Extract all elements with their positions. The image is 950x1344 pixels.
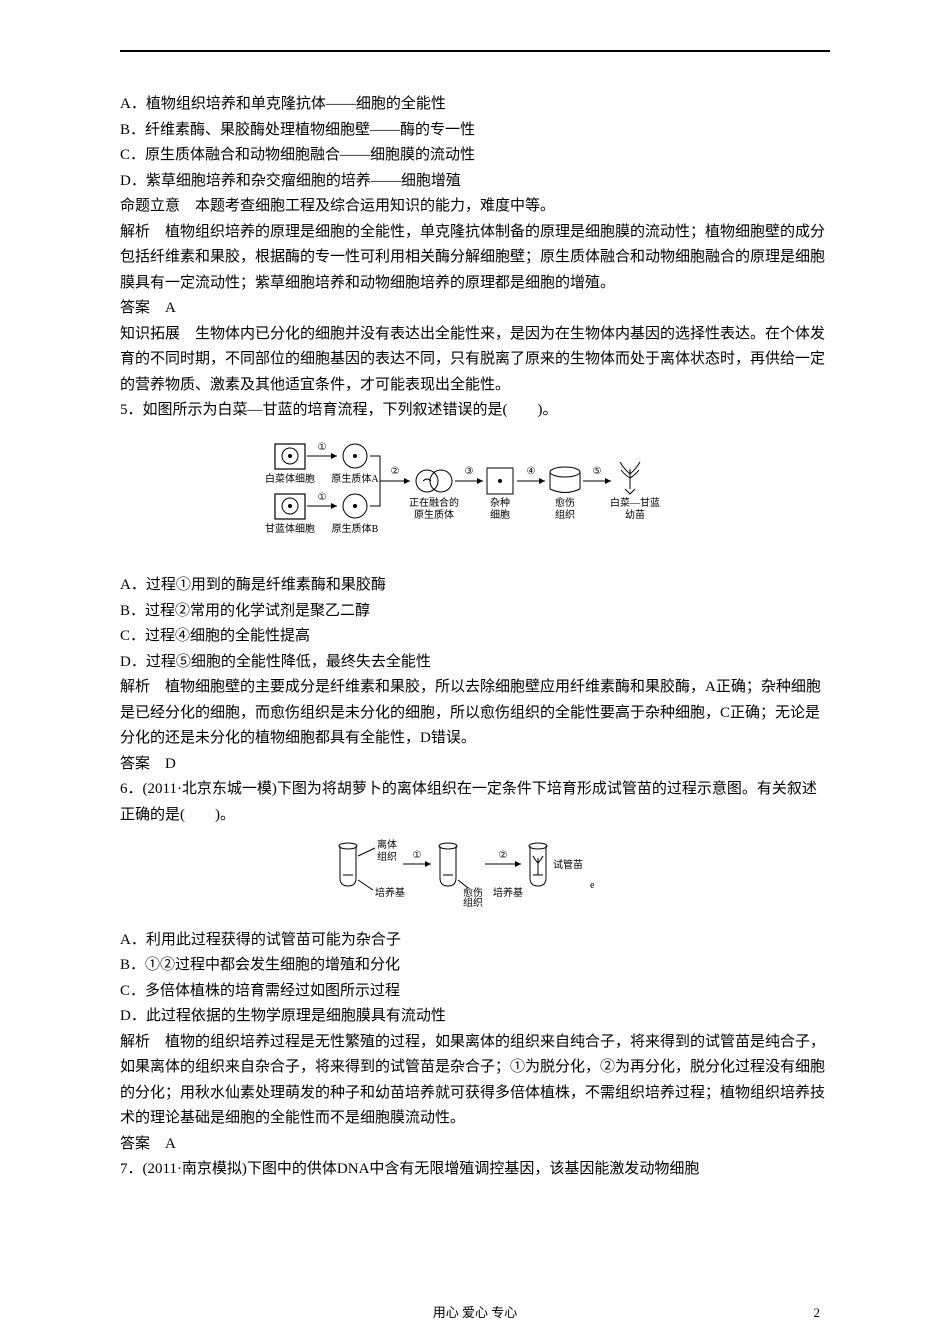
q6-answer: 答案 A bbox=[120, 1132, 830, 1158]
figure-2: 离体 组织 培养基 ① 愈伤 组织 培养基 ② 试管苗 e bbox=[120, 838, 830, 918]
option-b: B．纤维素酶、果胶酶处理植物细胞壁——酶的专一性 bbox=[120, 118, 830, 144]
intent-line: 命题立意 本题考查细胞工程及综合运用知识的能力，难度中等。 bbox=[120, 194, 830, 220]
q5-option-d: D．过程⑤细胞的全能性降低，最终失去全能性 bbox=[120, 650, 830, 676]
option-a: A．植物组织培养和单克隆抗体——细胞的全能性 bbox=[120, 92, 830, 118]
option-c: C．原生质体融合和动物细胞融合——细胞膜的流动性 bbox=[120, 143, 830, 169]
fig2-label-a2: 组织 bbox=[377, 850, 397, 863]
footer-text: 用心 爱心 专心 bbox=[0, 1302, 950, 1324]
fig1-label-g1: 愈伤 bbox=[555, 496, 575, 509]
question-5: 5．如图所示为白菜—甘蓝的培育流程，下列叙述错误的是( )。 bbox=[120, 398, 830, 424]
fig1-label-g2: 组织 bbox=[555, 508, 575, 521]
fig1-label-f2: 细胞 bbox=[490, 508, 510, 521]
fig2-label-f: e bbox=[590, 880, 595, 891]
q5-option-a: A．过程①用到的酶是纤维素酶和果胶酶 bbox=[120, 573, 830, 599]
fig2-label-d: 培养基 bbox=[493, 886, 523, 899]
q6-option-d: D．此过程依据的生物学原理是细胞膜具有流动性 bbox=[120, 1004, 830, 1030]
fig2-label-c2: 组织 bbox=[463, 896, 483, 908]
fig2-label-a1: 离体 bbox=[377, 838, 397, 851]
fig1-num-4: ④ bbox=[527, 466, 536, 477]
q6-analysis: 解析 植物的组织培养过程是无性繁殖的过程，如果离体的组织来自纯合子，将来得到的试… bbox=[120, 1030, 830, 1132]
fig1-label-b: 甘蓝体细胞 bbox=[265, 522, 315, 535]
analysis-1: 解析 植物组织培养的原理是细胞的全能性，单克隆抗体制备的原理是细胞膜的流动性；植… bbox=[120, 220, 830, 297]
fig1-label-a: 白菜体细胞 bbox=[265, 472, 315, 485]
question-6: 6．(2011·北京东城一模)下图为将胡萝卜的离体组织在一定条件下培育形成试管苗… bbox=[120, 777, 830, 828]
top-rule bbox=[120, 50, 830, 52]
question-7: 7．(2011·南京模拟)下图中的供体DNA中含有无限增殖调控基因，该基因能激发… bbox=[120, 1157, 830, 1183]
fig2-label-b: 培养基 bbox=[375, 886, 405, 899]
q6-option-b: B．①②过程中都会发生细胞的增殖和分化 bbox=[120, 953, 830, 979]
fig1-label-h2: 幼苗 bbox=[625, 508, 645, 521]
fig1-num-5: ⑤ bbox=[593, 466, 602, 477]
answer-1: 答案 A bbox=[120, 296, 830, 322]
fig1-label-f1: 杂种 bbox=[490, 496, 510, 509]
fig1-num-1a: ① bbox=[318, 442, 327, 453]
fig1-label-e1: 正在融合的 bbox=[409, 496, 459, 509]
q6-option-a: A．利用此过程获得的试管苗可能为杂合子 bbox=[120, 928, 830, 954]
fig1-label-c: 原生质体A bbox=[331, 472, 379, 485]
q5-answer: 答案 D bbox=[120, 752, 830, 778]
knowledge-ext: 知识拓展 生物体内已分化的细胞并没有表达出全能性来，是因为在生物体内基因的选择性… bbox=[120, 322, 830, 399]
page-number: 2 bbox=[814, 1302, 821, 1324]
fig1-num-1b: ① bbox=[318, 492, 327, 503]
fig1-label-h1: 白菜—甘蓝 bbox=[610, 496, 660, 509]
fig2-num-1: ① bbox=[413, 850, 422, 861]
option-d: D．紫草细胞培养和杂交瘤细胞的培养——细胞增殖 bbox=[120, 169, 830, 195]
fig1-num-2: ② bbox=[391, 466, 400, 477]
q5-analysis: 解析 植物细胞壁的主要成分是纤维素和果胶，所以去除细胞壁应用纤维素酶和果胶酶，A… bbox=[120, 675, 830, 752]
fig1-num-3: ③ bbox=[465, 466, 474, 477]
fig2-label-e: 试管苗 bbox=[553, 858, 583, 871]
fig1-label-d: 原生质体B bbox=[332, 522, 379, 535]
q6-option-c: C．多倍体植株的培育需经过如图所示过程 bbox=[120, 979, 830, 1005]
q5-option-b: B．过程②常用的化学试剂是聚乙二醇 bbox=[120, 599, 830, 625]
figure-1: 白菜体细胞 ① 原生质体A 甘蓝体细胞 ① 原生质体B ② 正在融合的 原生质体 bbox=[120, 434, 830, 564]
q5-option-c: C．过程④细胞的全能性提高 bbox=[120, 624, 830, 650]
fig2-num-2: ② bbox=[499, 850, 508, 861]
fig1-label-e2: 原生质体 bbox=[414, 508, 454, 521]
